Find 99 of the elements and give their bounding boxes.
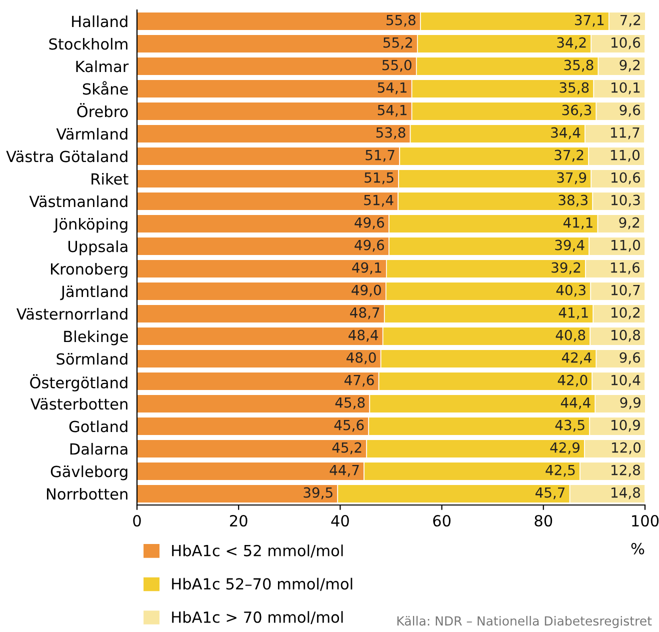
data-label: 7,2	[620, 14, 640, 27]
data-label: 39,5	[304, 487, 332, 500]
y-tick-label: Kronoberg	[51, 262, 128, 278]
data-label: 45,7	[536, 487, 565, 500]
data-label: 51,5	[364, 172, 394, 184]
data-label: 11,0	[612, 240, 640, 252]
y-tick-label: Sörmland	[56, 352, 128, 365]
data-label: 12,8	[612, 464, 640, 477]
data-label: 35,8	[560, 82, 589, 94]
y-tick-label: Kalmar	[76, 60, 129, 72]
data-label: 49,0	[352, 284, 381, 297]
data-label: 39,2	[552, 262, 580, 274]
data-label: 9,6	[620, 352, 640, 364]
data-label: 11,0	[611, 150, 640, 162]
data-label: 42,5	[546, 464, 575, 477]
y-tick-label: Västmanland	[29, 195, 128, 208]
data-label: 47,6	[344, 374, 374, 387]
y-tick-label: Dalarna	[70, 442, 128, 455]
data-label: 43,5	[555, 420, 584, 432]
y-tick-label: Skåne	[82, 81, 128, 95]
data-label: 10,1	[612, 82, 640, 94]
data-label: 42,9	[550, 442, 580, 454]
data-label: 11,6	[611, 262, 640, 274]
data-label: 34,2	[557, 37, 586, 50]
data-label: 37,2	[554, 150, 584, 162]
data-label: 10,3	[612, 194, 640, 207]
y-tick-label: Jönköping	[53, 218, 128, 233]
x-tick-label: 100	[632, 514, 659, 527]
data-label: 11,7	[611, 127, 640, 140]
data-label: 45,2	[332, 442, 362, 454]
y-tick-label: Riket	[92, 172, 128, 185]
data-label: 10,6	[612, 172, 640, 184]
data-label: 51,4	[364, 194, 394, 207]
x-tick-label: 0	[133, 514, 141, 527]
data-label: 44,7	[330, 464, 359, 477]
y-tick-label: Örebro	[77, 103, 128, 118]
data-label: 34,4	[551, 127, 580, 140]
y-tick-label: Uppsala	[68, 240, 128, 256]
data-label: 55,0	[382, 60, 412, 72]
legend-label: HbA1c 52–70 mmol/mol	[172, 578, 352, 591]
y-tick-label: Västra Götaland	[6, 150, 128, 162]
data-label: 9,2	[620, 60, 640, 72]
data-label: 48,0	[346, 352, 376, 364]
data-label: 9,9	[620, 397, 640, 410]
data-label: 49,1	[352, 262, 382, 274]
x-tick-label: 80	[534, 514, 552, 527]
data-label: 10,7	[612, 284, 640, 297]
x-axis-title: %	[631, 542, 644, 554]
data-label: 55,8	[386, 14, 416, 27]
y-tick-label: Gotland	[69, 420, 128, 432]
legend-label: HbA1c > 70 mmol/mol	[172, 611, 343, 624]
y-tick-label: Halland	[72, 15, 128, 28]
y-tick-label: Norrbotten	[46, 488, 128, 500]
data-label: 54,1	[378, 104, 406, 117]
data-label: 14,8	[612, 487, 640, 500]
data-label: 39,4	[555, 240, 584, 252]
y-tick-label: Västerbotten	[30, 398, 128, 410]
data-label: 42,0	[558, 374, 588, 387]
data-label: 10,4	[612, 374, 640, 387]
data-label: 40,8	[556, 330, 586, 342]
text: Källa: NDR – Nationella Diabetesregistret	[397, 616, 652, 628]
y-tick-label: Jämtland	[60, 285, 128, 300]
data-label: 54,1	[378, 82, 406, 94]
data-label: 10,9	[612, 420, 640, 432]
data-label: 10,6	[612, 37, 640, 50]
data-label: 45,6	[334, 420, 364, 432]
data-label: 49,6	[354, 217, 384, 230]
data-label: 40,3	[556, 284, 586, 297]
y-tick-label: Värmland	[56, 128, 128, 140]
data-label: 38,3	[558, 194, 588, 207]
data-label: 48,7	[350, 307, 380, 320]
data-label: 35,8	[564, 60, 594, 72]
data-label: 9,6	[620, 104, 640, 117]
data-label: 41,1	[563, 217, 592, 230]
data-label: 36,3	[562, 104, 592, 117]
x-tick-label: 40	[331, 514, 349, 527]
data-label: 53,8	[376, 127, 406, 140]
data-label: 12,0	[612, 442, 641, 454]
y-tick-label: Västernorrland	[16, 308, 128, 320]
data-label: 55,2	[384, 37, 412, 50]
data-label: 37,1	[575, 14, 604, 27]
data-label: 10,8	[612, 330, 640, 342]
data-label: 44,4	[560, 397, 590, 410]
y-tick-label: Blekinge	[64, 330, 128, 346]
data-label: 41,1	[558, 307, 588, 320]
x-tick-label: 60	[433, 514, 451, 527]
data-label: 45,8	[335, 397, 365, 410]
data-label: 49,6	[354, 240, 384, 252]
data-label: 51,7	[366, 150, 394, 162]
data-label: 37,9	[557, 172, 586, 184]
data-label: 10,2	[612, 307, 640, 320]
data-label: 9,2	[619, 217, 640, 230]
legend-label: HbA1c < 52 mmol/mol	[172, 544, 343, 558]
data-label: 48,4	[348, 330, 378, 342]
x-tick-label: 20	[230, 514, 248, 527]
y-tick-label: Östergötland	[30, 374, 128, 392]
y-tick-label: Gävleborg	[50, 465, 128, 480]
y-tick-label: Stockholm	[49, 38, 128, 50]
data-label: 42,4	[562, 352, 592, 364]
